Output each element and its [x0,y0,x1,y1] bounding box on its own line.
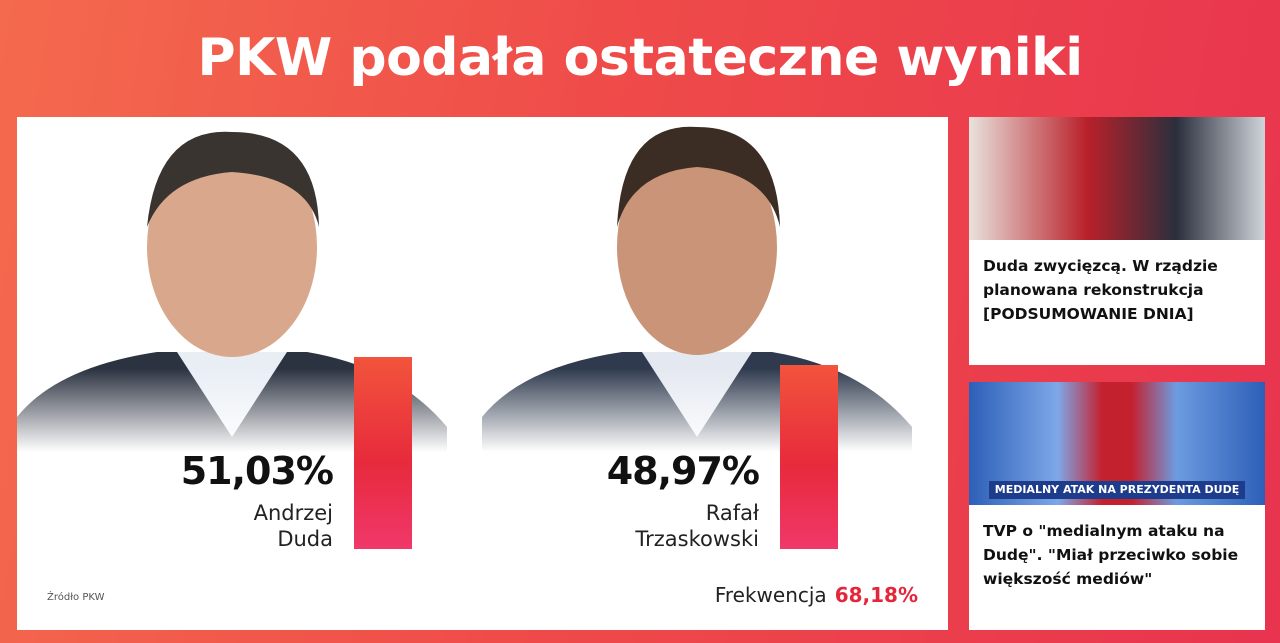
turnout: Frekwencja 68,18% [715,583,918,607]
article-card[interactable]: Duda zwycięzcą. W rządzie planowana reko… [969,117,1265,365]
candidate-name: Andrzej [253,501,333,525]
results-card[interactable]: 51,03% Andrzej Duda 48,97% Rafał Trzaskowski … [17,117,948,630]
headline: PKW podała ostateczne wyniki [197,28,1083,88]
candidate-name: Rafał [705,501,759,525]
result-percent: 51,03% [180,449,334,493]
turnout-value: 68,18% [834,583,918,607]
article-image: MEDIALNY ATAK NA PREZYDENTA DUDĘ [969,382,1265,505]
candidate-photo [17,117,447,452]
article-image [969,117,1265,240]
tv-banner: MEDIALNY ATAK NA PREZYDENTA DUDĘ [989,481,1245,499]
article-title[interactable]: Duda zwycięzcą. W rządzie planowana reko… [983,257,1218,323]
result-percent: 48,97% [606,449,760,493]
candidate-photo [482,117,912,452]
result-bar [354,356,412,549]
source-note: Źródło PKW [47,592,105,603]
result-bar [780,364,838,549]
candidate-name: Duda [277,527,333,551]
article-card[interactable]: MEDIALNY ATAK NA PREZYDENTA DUDĘ TVP o "… [969,382,1265,630]
candidate-name: Trzaskowski [635,527,759,551]
turnout-label: Frekwencja [714,583,827,607]
article-title[interactable]: TVP o "medialnym ataku na Dudę". "Miał p… [983,522,1239,588]
